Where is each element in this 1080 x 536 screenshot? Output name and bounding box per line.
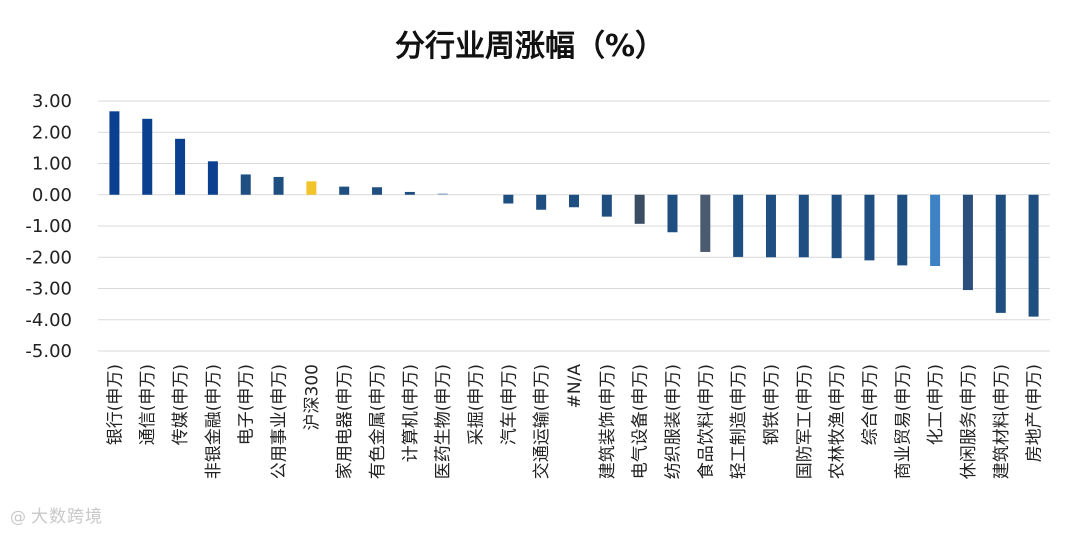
bar <box>536 194 547 210</box>
bar <box>306 181 317 195</box>
bar <box>864 194 875 261</box>
x-tick-label: 医药生物(申万) <box>434 364 454 479</box>
bar <box>207 161 218 195</box>
y-tick-label: -1.00 <box>25 216 72 237</box>
x-tick-label: 沪深300 <box>302 364 322 430</box>
bar <box>700 194 711 252</box>
bar <box>404 191 415 195</box>
y-tick-label: -5.00 <box>25 341 72 362</box>
bar <box>765 194 776 258</box>
gridlines <box>98 100 1050 352</box>
bar <box>995 194 1006 313</box>
x-tick-label: 钢铁(申万) <box>762 364 782 445</box>
bar <box>339 186 350 195</box>
x-tick-label: 汽车(申万) <box>499 364 519 445</box>
bar <box>372 187 383 195</box>
x-tick-label: 建筑材料(申万) <box>992 364 1012 479</box>
bar <box>667 194 678 233</box>
x-axis-ticks: 银行(申万) 通信(申万) 传媒(申万) 非银金融(申万) 电子(申万) 公用事业(申万)… <box>105 364 1044 480</box>
logo-swirl-icon: @ <box>10 507 27 526</box>
x-tick-label: 非银金融(申万) <box>204 364 224 479</box>
y-tick-label: 2.00 <box>32 122 72 143</box>
bar <box>798 194 809 258</box>
x-tick-label: 交通运输(申万) <box>532 364 552 479</box>
bars <box>109 111 1039 317</box>
y-tick-label: -3.00 <box>25 279 72 300</box>
bar <box>1028 194 1039 317</box>
x-tick-label: 食品饮料(申万) <box>696 364 716 479</box>
bar <box>240 174 251 195</box>
x-tick-label: 房地产(申万) <box>1025 364 1045 462</box>
x-tick-label: #N/A <box>565 364 585 409</box>
watermark: @ 大数跨境 <box>10 502 103 527</box>
x-tick-label: 电气设备(申万) <box>631 364 651 479</box>
x-tick-label: 化工(申万) <box>926 364 946 445</box>
y-tick-label: 3.00 <box>32 91 72 112</box>
bar <box>831 194 842 259</box>
bar <box>733 194 744 257</box>
bar <box>962 194 973 291</box>
x-tick-label: 商业贸易(申万) <box>893 364 913 479</box>
y-tick-label: -4.00 <box>25 310 72 331</box>
x-tick-label: 休闲服务(申万) <box>959 364 979 479</box>
bar <box>175 138 186 195</box>
x-tick-label: 轻工制造(申万) <box>729 364 749 479</box>
chart-title: 分行业周涨幅（%） <box>395 29 665 64</box>
y-tick-label: -2.00 <box>25 247 72 268</box>
x-tick-label: 综合(申万) <box>860 364 880 445</box>
x-tick-label: 通信(申万) <box>138 364 158 445</box>
bar <box>930 194 941 266</box>
bar <box>569 194 579 208</box>
bar <box>503 194 514 204</box>
x-tick-label: 家用电器(申万) <box>335 364 355 479</box>
y-axis-ticks: 3.00 2.00 1.00 0.00 -1.00 -2.00 -3.00 -4.00 -5.0… <box>25 91 72 362</box>
x-tick-label: 公用事业(申万) <box>270 364 290 479</box>
bar <box>142 118 153 195</box>
x-tick-label: 有色金属(申万) <box>368 364 388 479</box>
x-tick-label: 纺织服装(申万) <box>663 364 683 479</box>
bar <box>437 193 448 195</box>
bar <box>634 194 645 224</box>
y-tick-label: 1.00 <box>32 154 72 175</box>
x-tick-label: 银行(申万) <box>105 364 125 445</box>
bar <box>273 176 284 195</box>
bar <box>109 111 120 195</box>
x-tick-label: 采掘(申万) <box>467 364 487 445</box>
y-tick-label: 0.00 <box>32 185 72 206</box>
bar <box>897 194 908 266</box>
x-tick-label: 计算机(申万) <box>401 364 421 462</box>
x-tick-label: 电子(申万) <box>237 364 257 445</box>
x-tick-label: 国防军工(申万) <box>795 364 815 479</box>
x-tick-label: 建筑装饰(申万) <box>598 364 618 479</box>
bar <box>601 194 612 217</box>
x-tick-label: 传媒(申万) <box>171 364 191 445</box>
x-tick-label: 农林牧渔(申万) <box>828 364 848 479</box>
watermark-text: 大数跨境 <box>31 507 103 527</box>
